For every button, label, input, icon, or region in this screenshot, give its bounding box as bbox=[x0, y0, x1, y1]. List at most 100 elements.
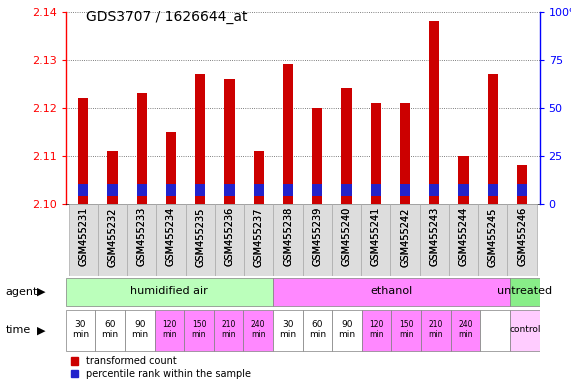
Text: GSM455231: GSM455231 bbox=[78, 207, 88, 266]
Bar bbox=[186, 204, 215, 276]
Bar bbox=[125, 310, 155, 351]
Bar bbox=[392, 310, 421, 351]
Text: GSM455237: GSM455237 bbox=[254, 207, 264, 266]
Text: GSM455235: GSM455235 bbox=[195, 207, 205, 266]
Bar bbox=[508, 204, 537, 276]
Text: 240
min: 240 min bbox=[251, 319, 266, 339]
Bar bbox=[459, 184, 469, 196]
Text: ethanol: ethanol bbox=[371, 286, 413, 296]
Bar bbox=[451, 310, 480, 351]
Text: 60
min: 60 min bbox=[309, 319, 326, 339]
Text: humidified air: humidified air bbox=[130, 286, 208, 296]
Text: GSM455239: GSM455239 bbox=[312, 207, 322, 266]
Text: 150
min: 150 min bbox=[399, 319, 413, 339]
Text: GSM455242: GSM455242 bbox=[400, 207, 410, 266]
Bar bbox=[459, 156, 469, 204]
Bar bbox=[371, 103, 381, 204]
Text: GSM455231: GSM455231 bbox=[78, 207, 88, 266]
Bar bbox=[371, 184, 381, 196]
Bar bbox=[488, 184, 498, 196]
Bar bbox=[332, 310, 362, 351]
Text: GSM455245: GSM455245 bbox=[488, 207, 498, 266]
Text: untreated: untreated bbox=[497, 286, 552, 296]
Text: GSM455242: GSM455242 bbox=[400, 207, 410, 266]
Bar bbox=[107, 184, 118, 196]
Bar bbox=[517, 165, 527, 204]
Text: GSM455246: GSM455246 bbox=[517, 207, 527, 266]
Bar bbox=[66, 310, 95, 351]
Text: GSM455237: GSM455237 bbox=[254, 207, 264, 266]
Text: ▶: ▶ bbox=[37, 287, 46, 297]
Bar bbox=[400, 103, 410, 204]
Bar bbox=[69, 204, 98, 276]
Bar bbox=[449, 204, 478, 276]
Bar bbox=[341, 88, 352, 204]
Text: GSM455241: GSM455241 bbox=[371, 207, 381, 266]
Bar bbox=[312, 184, 323, 196]
Text: GSM455243: GSM455243 bbox=[429, 207, 439, 266]
Bar bbox=[478, 204, 508, 276]
Text: GSM455244: GSM455244 bbox=[459, 207, 469, 266]
Bar bbox=[488, 74, 498, 204]
Bar bbox=[303, 310, 332, 351]
Bar bbox=[283, 184, 293, 196]
Bar bbox=[195, 184, 206, 196]
Bar bbox=[510, 310, 540, 351]
Bar bbox=[78, 98, 89, 204]
Text: GSM455233: GSM455233 bbox=[136, 207, 147, 266]
Text: GSM455241: GSM455241 bbox=[371, 207, 381, 266]
Text: GSM455245: GSM455245 bbox=[488, 207, 498, 266]
Bar bbox=[254, 184, 264, 196]
Bar bbox=[95, 310, 125, 351]
Bar bbox=[98, 204, 127, 276]
Text: 90
min: 90 min bbox=[339, 319, 356, 339]
Bar bbox=[184, 310, 214, 351]
Bar bbox=[273, 278, 510, 306]
Bar bbox=[195, 74, 206, 204]
Bar bbox=[420, 204, 449, 276]
Bar bbox=[273, 310, 303, 351]
Text: control: control bbox=[509, 325, 541, 334]
Bar bbox=[312, 108, 323, 204]
Text: GSM455238: GSM455238 bbox=[283, 207, 293, 266]
Bar bbox=[400, 184, 410, 196]
Bar bbox=[166, 131, 176, 204]
Bar bbox=[155, 310, 184, 351]
Bar bbox=[361, 204, 391, 276]
Text: GSM455246: GSM455246 bbox=[517, 207, 527, 266]
Bar bbox=[243, 310, 273, 351]
Text: GSM455240: GSM455240 bbox=[341, 207, 352, 266]
Text: 240
min: 240 min bbox=[459, 319, 473, 339]
Text: 30
min: 30 min bbox=[279, 319, 296, 339]
Bar bbox=[510, 278, 540, 306]
Bar bbox=[214, 310, 243, 351]
Bar bbox=[127, 204, 156, 276]
Text: 120
min: 120 min bbox=[162, 319, 176, 339]
Bar bbox=[283, 65, 293, 204]
Bar bbox=[274, 204, 303, 276]
Bar bbox=[341, 184, 352, 196]
Bar bbox=[136, 184, 147, 196]
Bar bbox=[244, 204, 274, 276]
Bar bbox=[254, 151, 264, 204]
Text: GSM455238: GSM455238 bbox=[283, 207, 293, 266]
Bar bbox=[107, 151, 118, 204]
Bar bbox=[78, 184, 89, 196]
Text: 60
min: 60 min bbox=[102, 319, 119, 339]
Text: time: time bbox=[6, 325, 31, 335]
Bar bbox=[362, 310, 392, 351]
Text: GSM455232: GSM455232 bbox=[107, 207, 118, 266]
Bar bbox=[429, 184, 440, 196]
Text: 210
min: 210 min bbox=[429, 319, 443, 339]
Text: GSM455235: GSM455235 bbox=[195, 207, 205, 266]
Text: ▶: ▶ bbox=[37, 325, 46, 335]
Bar bbox=[480, 310, 510, 351]
Bar bbox=[156, 204, 186, 276]
Text: 210
min: 210 min bbox=[222, 319, 236, 339]
Bar bbox=[391, 204, 420, 276]
Text: 90
min: 90 min bbox=[131, 319, 148, 339]
Text: 120
min: 120 min bbox=[369, 319, 384, 339]
Bar bbox=[166, 184, 176, 196]
Bar bbox=[136, 93, 147, 204]
Legend: transformed count, percentile rank within the sample: transformed count, percentile rank withi… bbox=[71, 356, 251, 379]
